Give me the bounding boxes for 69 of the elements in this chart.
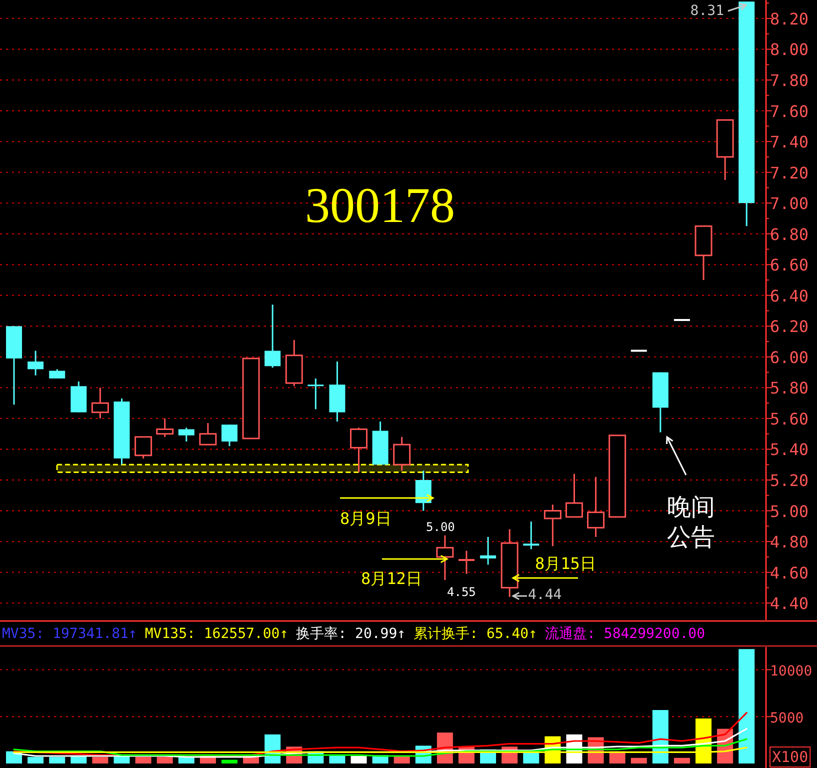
annotation: 8月9日 (340, 509, 392, 528)
bar (49, 756, 66, 764)
bar (350, 756, 367, 764)
annotation: 8.31 (690, 3, 724, 19)
y-tick-label: 7.60 (770, 102, 809, 121)
annotation: 晚间 (667, 493, 715, 521)
y-tick-label: 4.40 (770, 594, 809, 614)
text: 300178 (305, 177, 455, 233)
y-tick-label: 5000 (770, 710, 804, 727)
y-tick-label: 6.60 (770, 256, 809, 275)
y-tick-label: 10000 (770, 664, 812, 680)
text: MV135: 162557.00↑ (144, 626, 288, 642)
y-tick-label: 6.40 (770, 286, 809, 306)
text: 流通盘: 584299200.00 (545, 626, 706, 642)
line-series (13, 738, 748, 757)
y-tick-label: 5.40 (770, 440, 809, 460)
y-tick-label: 8.20 (770, 9, 809, 28)
bar (28, 756, 44, 764)
candlestick (393, 436, 411, 472)
candlestick (436, 534, 454, 581)
y-tick-label: 5.20 (770, 471, 809, 490)
y-tick-label: 7.20 (770, 163, 809, 182)
y-tick-label: 7.00 (770, 194, 809, 214)
y-tick-label: 4.60 (770, 563, 809, 582)
candlestick (522, 520, 540, 550)
y-tick-label: 5.60 (770, 409, 809, 428)
candlestick (565, 473, 583, 518)
candlestick (91, 386, 109, 420)
y-tick-label: 6.20 (770, 317, 809, 336)
candlestick (178, 426, 194, 442)
text: 换手率: 20.99↑ (296, 626, 406, 642)
y-tick-label: 4.80 (770, 532, 809, 552)
bar (178, 756, 194, 764)
y-tick-label: 5.80 (770, 378, 809, 398)
annotation: 4.44 (528, 587, 562, 603)
bar (738, 649, 755, 764)
candlestick (544, 504, 562, 547)
y-tick-label: 6.80 (770, 224, 809, 244)
candlestick (308, 378, 324, 410)
text: 累计换手: 65.40↑ (414, 626, 538, 642)
candlestick (264, 304, 281, 368)
candlestick (156, 418, 174, 438)
candlestick (480, 536, 496, 566)
y-tick-label: 6.00 (770, 348, 809, 367)
annotation: 公告 (667, 523, 715, 551)
y-axis-title: X100 (772, 748, 808, 766)
annotation: 8月12日 (361, 569, 422, 588)
bar (630, 758, 647, 764)
y-tick-label: 5.00 (770, 502, 809, 521)
y-tick-label: 7.40 (770, 132, 809, 152)
candlestick (49, 368, 66, 380)
annotation: 4.55 (447, 585, 476, 599)
bar (92, 756, 108, 764)
candlestick (457, 550, 476, 575)
bar (135, 756, 152, 764)
annotation: 8月15日 (535, 554, 596, 573)
candlestick (221, 424, 238, 447)
bar (221, 760, 238, 764)
y-tick-label: 7.80 (770, 71, 809, 90)
text: MV35: 197341.81↑ (2, 626, 137, 642)
y-tick-label: 8.00 (770, 40, 809, 60)
candlestick (350, 426, 368, 474)
candlestick (28, 350, 44, 376)
candlestick (587, 476, 605, 538)
candlestick (199, 422, 217, 446)
annotation: 5.00 (426, 520, 455, 534)
candlestick (134, 436, 152, 460)
bar (156, 756, 173, 764)
bar (674, 758, 690, 764)
